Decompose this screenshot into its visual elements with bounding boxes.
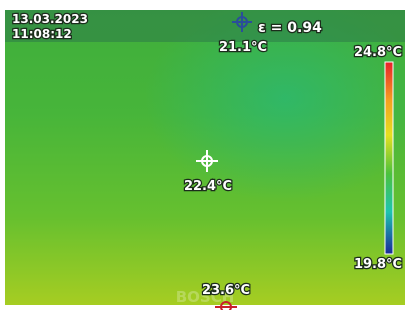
scale-max: 24.8°C xyxy=(354,45,402,60)
thermal-screen: 13.03.2023 11:08:12 ε = 0.94 21.1°C 22.4… xyxy=(0,0,408,310)
spot-label: 22.4°C xyxy=(184,179,232,194)
time: 11:08:12 xyxy=(12,27,72,41)
date: 13.03.2023 xyxy=(12,12,88,26)
color-scale xyxy=(385,62,393,254)
scale-min: 19.8°C xyxy=(354,257,402,272)
spot-label: 23.6°C xyxy=(202,283,250,298)
spot-label: 21.1°C xyxy=(219,40,267,55)
emissivity: ε = 0.94 xyxy=(258,20,322,36)
